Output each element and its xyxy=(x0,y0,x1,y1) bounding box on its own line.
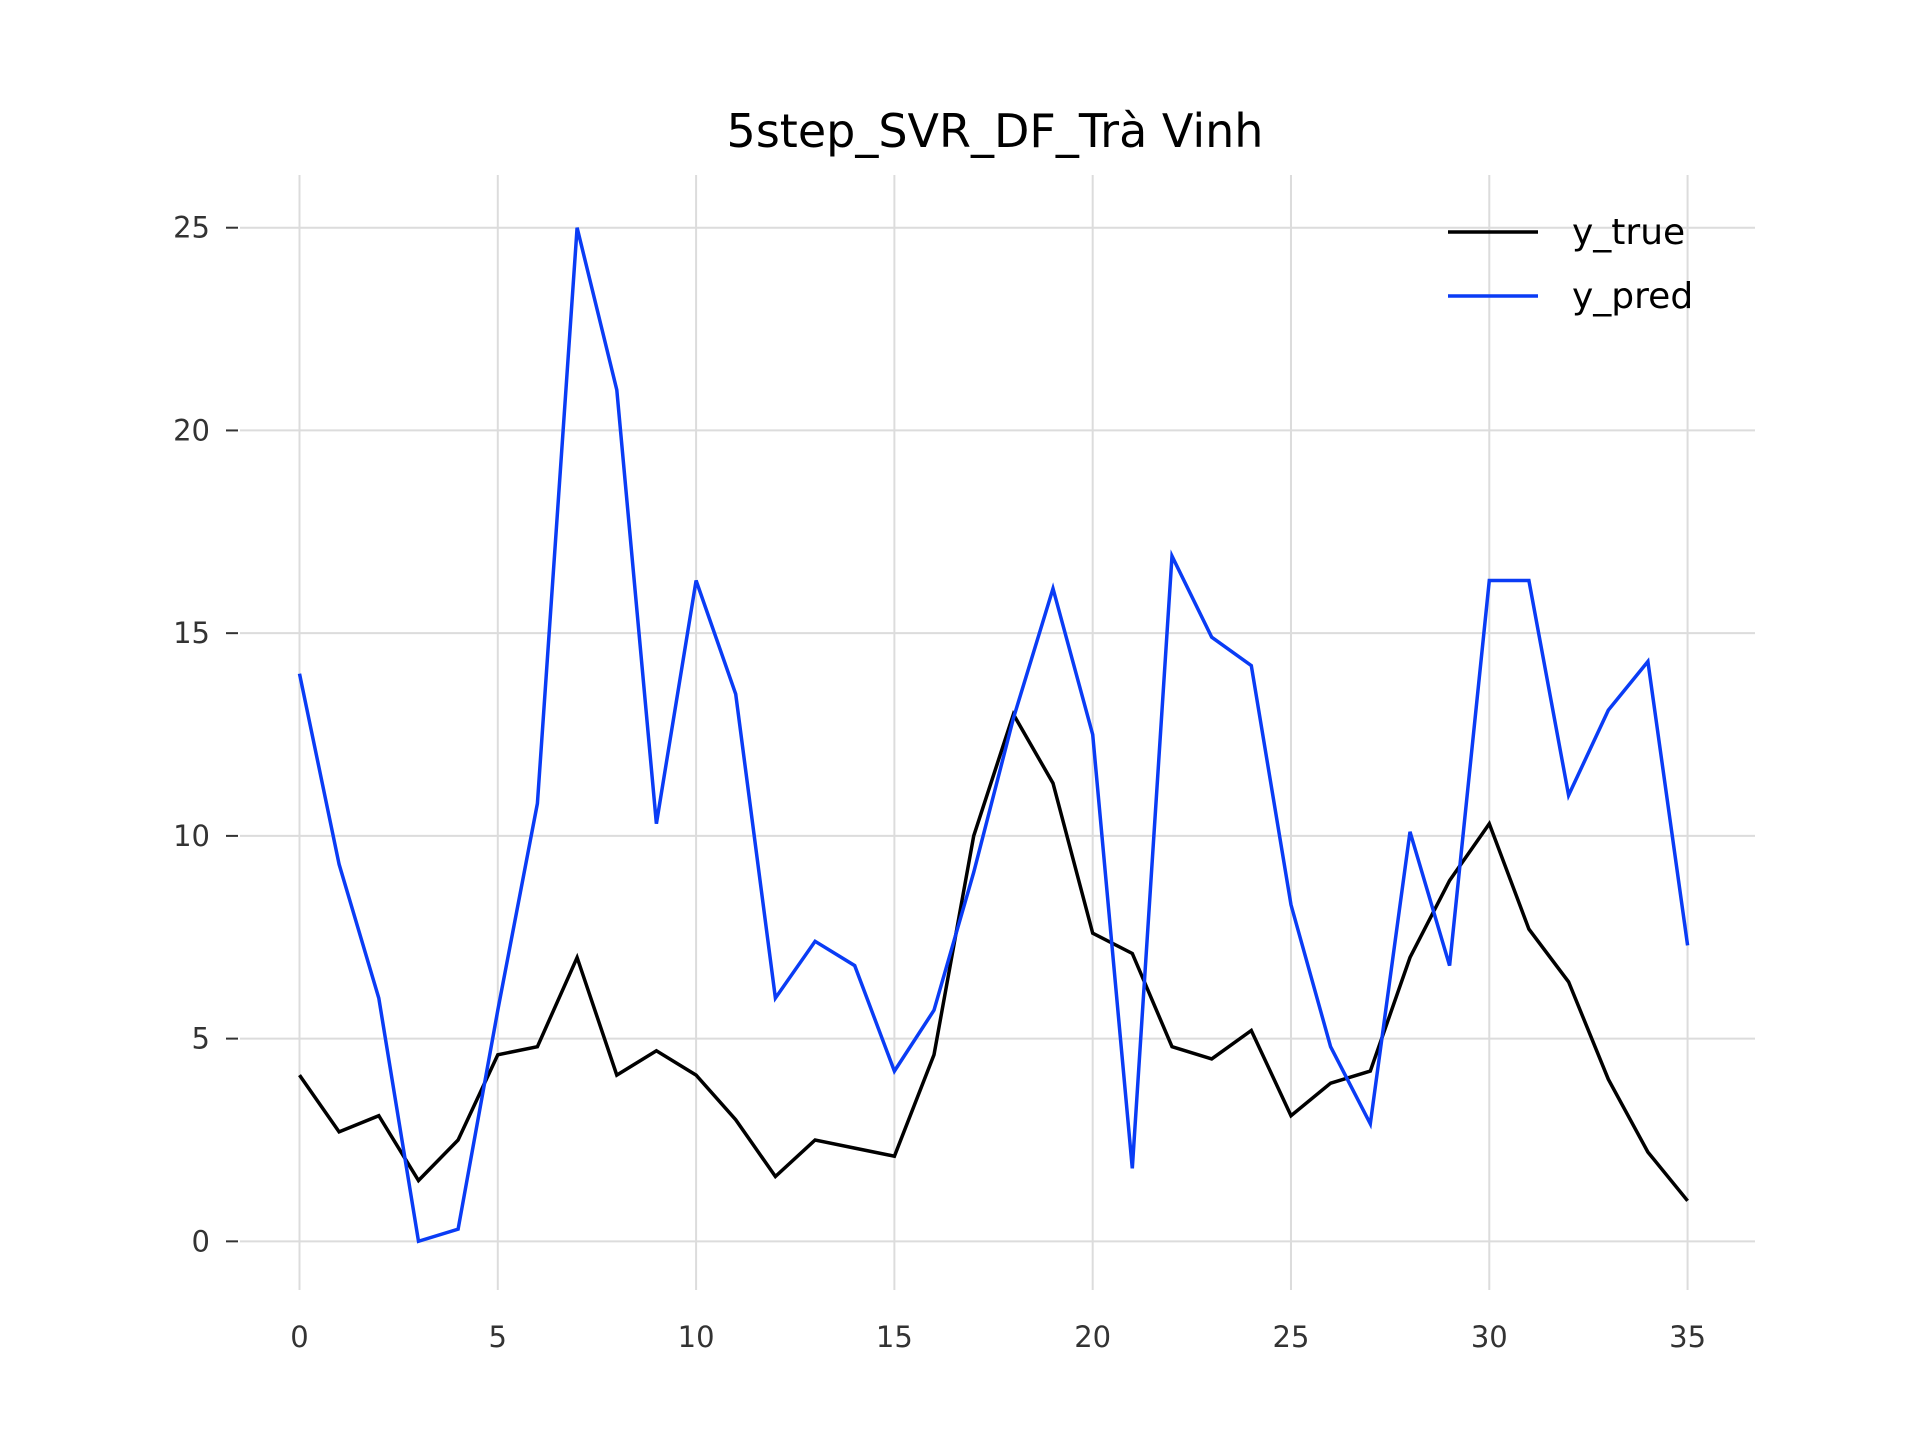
axis-layer: 0 5 10 15 20 25 30 35 0 5 10 15 20 25 xyxy=(173,211,1706,1354)
y-tick-label: 0 xyxy=(192,1224,210,1258)
y-tick-label: 20 xyxy=(173,413,210,447)
x-tick-label: 20 xyxy=(1074,1320,1111,1354)
x-tick-label: 10 xyxy=(678,1320,715,1354)
y-tick-label: 25 xyxy=(173,211,210,245)
x-tick-label: 0 xyxy=(290,1320,308,1354)
x-tick-label: 5 xyxy=(489,1320,507,1354)
x-tick-label: 30 xyxy=(1471,1320,1508,1354)
y-tick-label: 15 xyxy=(173,616,210,650)
chart-title: 5step_SVR_DF_Trà Vinh xyxy=(727,104,1264,158)
x-tick-label: 15 xyxy=(876,1320,913,1354)
series-line-y-pred xyxy=(297,227,1690,1244)
y-tick-label: 5 xyxy=(192,1022,210,1056)
legend-label-y-true: y_true xyxy=(1572,212,1685,253)
x-tick-label: 35 xyxy=(1669,1320,1706,1354)
y-tick-label: 10 xyxy=(173,819,210,853)
series-layer xyxy=(297,227,1690,1244)
x-tick-label: 25 xyxy=(1273,1320,1310,1354)
legend-label-y-pred: y_pred xyxy=(1572,276,1693,317)
legend: y_true y_pred xyxy=(1448,212,1693,317)
grid-layer xyxy=(240,175,1755,1290)
series-line-y-true xyxy=(298,710,1689,1202)
